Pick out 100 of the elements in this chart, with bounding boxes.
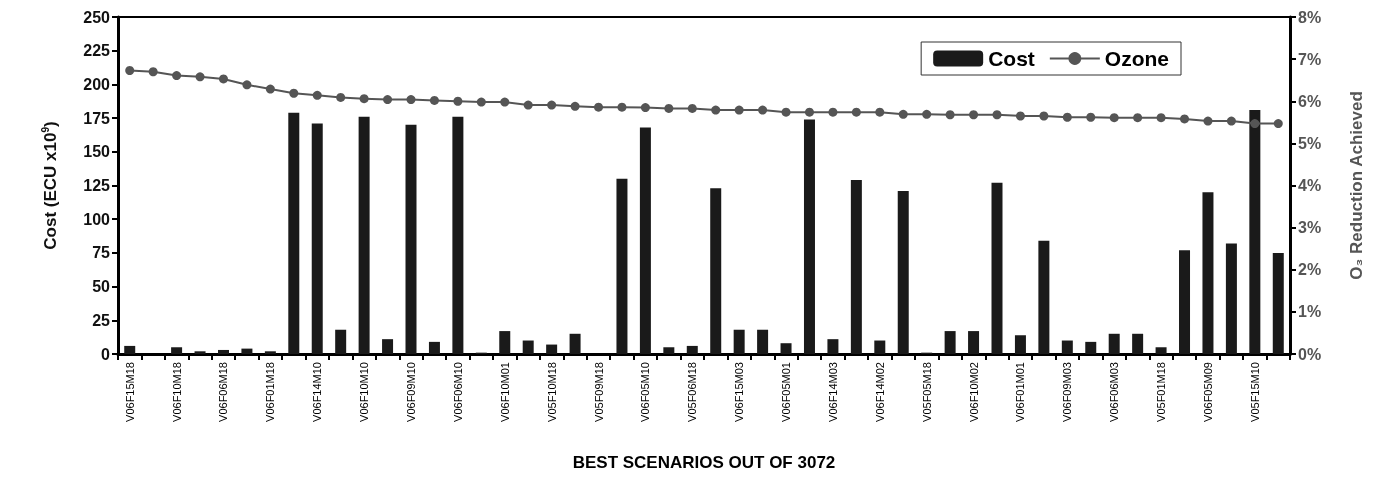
- y-tick-label: 200: [83, 75, 111, 93]
- x-tick-label: V06F14M10: [311, 362, 324, 422]
- point: [500, 97, 510, 107]
- point: [875, 107, 885, 117]
- point: [242, 80, 252, 90]
- point: [148, 67, 158, 77]
- bar: [171, 347, 183, 354]
- bar: [616, 178, 628, 354]
- bar: [780, 343, 792, 354]
- y-tick-label: 125: [83, 177, 111, 194]
- bar: [569, 333, 581, 354]
- bar: [405, 124, 417, 354]
- point: [406, 95, 416, 105]
- point: [1015, 111, 1025, 121]
- legend-label: Ozone: [1104, 47, 1169, 70]
- x-tick-label: V06F15M03: [733, 362, 746, 422]
- bar: [452, 116, 464, 354]
- bar: [1225, 243, 1237, 354]
- y-tick-label: 100: [83, 210, 111, 228]
- bar: [522, 340, 534, 354]
- bar: [1014, 335, 1026, 354]
- point: [453, 96, 463, 106]
- x-tick-label: V06F05M10: [639, 362, 652, 422]
- x-axis-title: BEST SCENARIOS OUT OF 3072: [572, 453, 836, 472]
- bar: [803, 119, 815, 354]
- bar: [1061, 340, 1073, 354]
- y-tick-label: 150: [83, 143, 111, 161]
- point: [195, 72, 205, 82]
- bar: [874, 340, 886, 354]
- point: [336, 92, 346, 102]
- bar: [288, 112, 300, 354]
- x-tick-label: V06F06M10: [451, 362, 464, 422]
- point: [945, 110, 955, 120]
- point: [476, 97, 486, 107]
- bar: [991, 182, 1003, 354]
- x-tick-label: V05F01M18: [1155, 362, 1168, 422]
- y2-tick-label: 5%: [1298, 134, 1322, 152]
- y2-tick-label: 4%: [1298, 177, 1322, 194]
- point: [383, 95, 393, 105]
- bar: [499, 331, 511, 354]
- x-tick-label: V06F09M03: [1061, 362, 1074, 422]
- bar: [1155, 347, 1167, 354]
- bar: [968, 331, 980, 354]
- x-tick-label: V06F05M09: [1201, 362, 1214, 422]
- x-tick-label: V06F10M02: [967, 362, 980, 422]
- legend-label: Cost: [988, 47, 1035, 70]
- y2-axis-title: O₃ Reduction Achieved: [1347, 91, 1366, 280]
- y-axis-title: Cost (ECU x109): [39, 121, 60, 250]
- bar: [710, 188, 722, 354]
- bar: [311, 123, 323, 354]
- point: [429, 95, 439, 105]
- point: [359, 94, 369, 104]
- x-tick-label: V05F06M18: [686, 362, 699, 422]
- point: [922, 109, 932, 119]
- point: [1086, 112, 1096, 122]
- y2-tick-label: 0%: [1298, 345, 1322, 363]
- bar: [194, 351, 206, 354]
- y2-tick-label: 1%: [1298, 303, 1322, 321]
- bar: [1108, 333, 1120, 354]
- bar: [850, 180, 862, 354]
- bar: [733, 329, 745, 354]
- bar: [1085, 341, 1097, 354]
- x-tick-label: V06F15M18: [123, 362, 136, 422]
- y2-tick-label: 8%: [1298, 8, 1322, 26]
- point: [1273, 119, 1283, 129]
- bar: [1132, 333, 1144, 354]
- x-tick-label: V05F10M18: [545, 362, 558, 422]
- x-tick-label: V06F10M01: [498, 362, 511, 422]
- bar: [217, 349, 229, 354]
- x-tick-label: V06F01M18: [264, 362, 277, 422]
- point: [640, 103, 650, 113]
- point: [265, 84, 275, 94]
- bar: [897, 190, 909, 354]
- point: [969, 110, 979, 120]
- point: [1226, 116, 1236, 126]
- y-tick-label: 75: [92, 244, 111, 262]
- bar: [546, 344, 558, 354]
- bar: [944, 331, 956, 354]
- bar: [663, 347, 675, 354]
- point: [547, 100, 557, 110]
- point: [594, 102, 604, 112]
- point: [617, 102, 627, 112]
- bar: [686, 345, 698, 354]
- point: [312, 90, 322, 100]
- x-tick-label: V06F01M01: [1014, 362, 1027, 422]
- point: [687, 103, 697, 113]
- bar: [382, 339, 394, 354]
- bar: [1038, 240, 1050, 354]
- bar: [335, 329, 347, 354]
- y-tick-label: 250: [83, 8, 111, 26]
- x-tick-label: V06F06M03: [1108, 362, 1121, 422]
- point: [1250, 119, 1260, 129]
- y2-tick-label: 6%: [1298, 92, 1322, 110]
- y-tick-label: 25: [92, 311, 111, 329]
- point: [828, 107, 838, 117]
- bar: [1249, 110, 1261, 354]
- point: [523, 100, 533, 110]
- x-tick-label: V06F10M18: [170, 362, 183, 422]
- x-tick-label: V06F09M10: [405, 362, 417, 422]
- x-tick-label: V05F09M18: [592, 362, 605, 422]
